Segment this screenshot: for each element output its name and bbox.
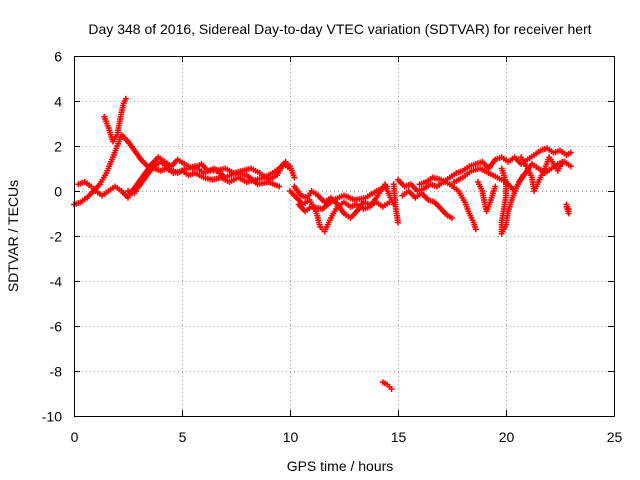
y-tick-label: -4 [50, 274, 63, 290]
y-tick-label: 0 [54, 184, 62, 200]
y-tick-label: -6 [50, 319, 63, 335]
x-tick-label: 10 [283, 429, 299, 445]
y-tick-label: -2 [50, 229, 63, 245]
data-point [559, 158, 566, 165]
y-axis-label: SDTVAR / TECUs [5, 180, 21, 292]
data-point [395, 219, 401, 226]
grid-layer [74, 56, 614, 416]
y-tick-label: 6 [54, 49, 62, 65]
data-point [384, 183, 391, 190]
x-tick-label: 20 [499, 429, 515, 445]
x-axis-label: GPS time / hours [287, 458, 394, 474]
data-point [492, 183, 499, 190]
data-point [567, 149, 574, 156]
y-tick-label: -8 [50, 364, 63, 380]
data-point [449, 215, 455, 221]
data-point [291, 174, 298, 181]
data-point [388, 386, 395, 392]
data-point [520, 172, 527, 179]
plot-frame [74, 56, 615, 417]
y-tick-labels: 6 4 2 0 -2 -4 -6 -8 -10 [42, 49, 62, 425]
x-tick-label: 5 [179, 429, 187, 445]
chart-title: Day 348 of 2016, Sidereal Day-to-day VTE… [88, 21, 591, 37]
axis-ticks [74, 56, 615, 417]
data-point [287, 165, 293, 172]
y-tick-label: 2 [54, 139, 62, 155]
data-point [567, 163, 574, 170]
data-point [386, 199, 393, 206]
x-tick-label: 25 [607, 429, 623, 445]
data-points [71, 95, 574, 392]
y-tick-label: -10 [42, 409, 62, 425]
x-tick-label: 15 [391, 429, 407, 445]
data-point [276, 183, 283, 190]
x-tick-labels: 0 5 10 15 20 25 [71, 429, 623, 445]
data-point [472, 226, 479, 233]
data-point [563, 203, 570, 210]
x-tick-label: 0 [71, 429, 79, 445]
y-tick-label: 4 [54, 94, 62, 110]
data-point [122, 95, 129, 102]
